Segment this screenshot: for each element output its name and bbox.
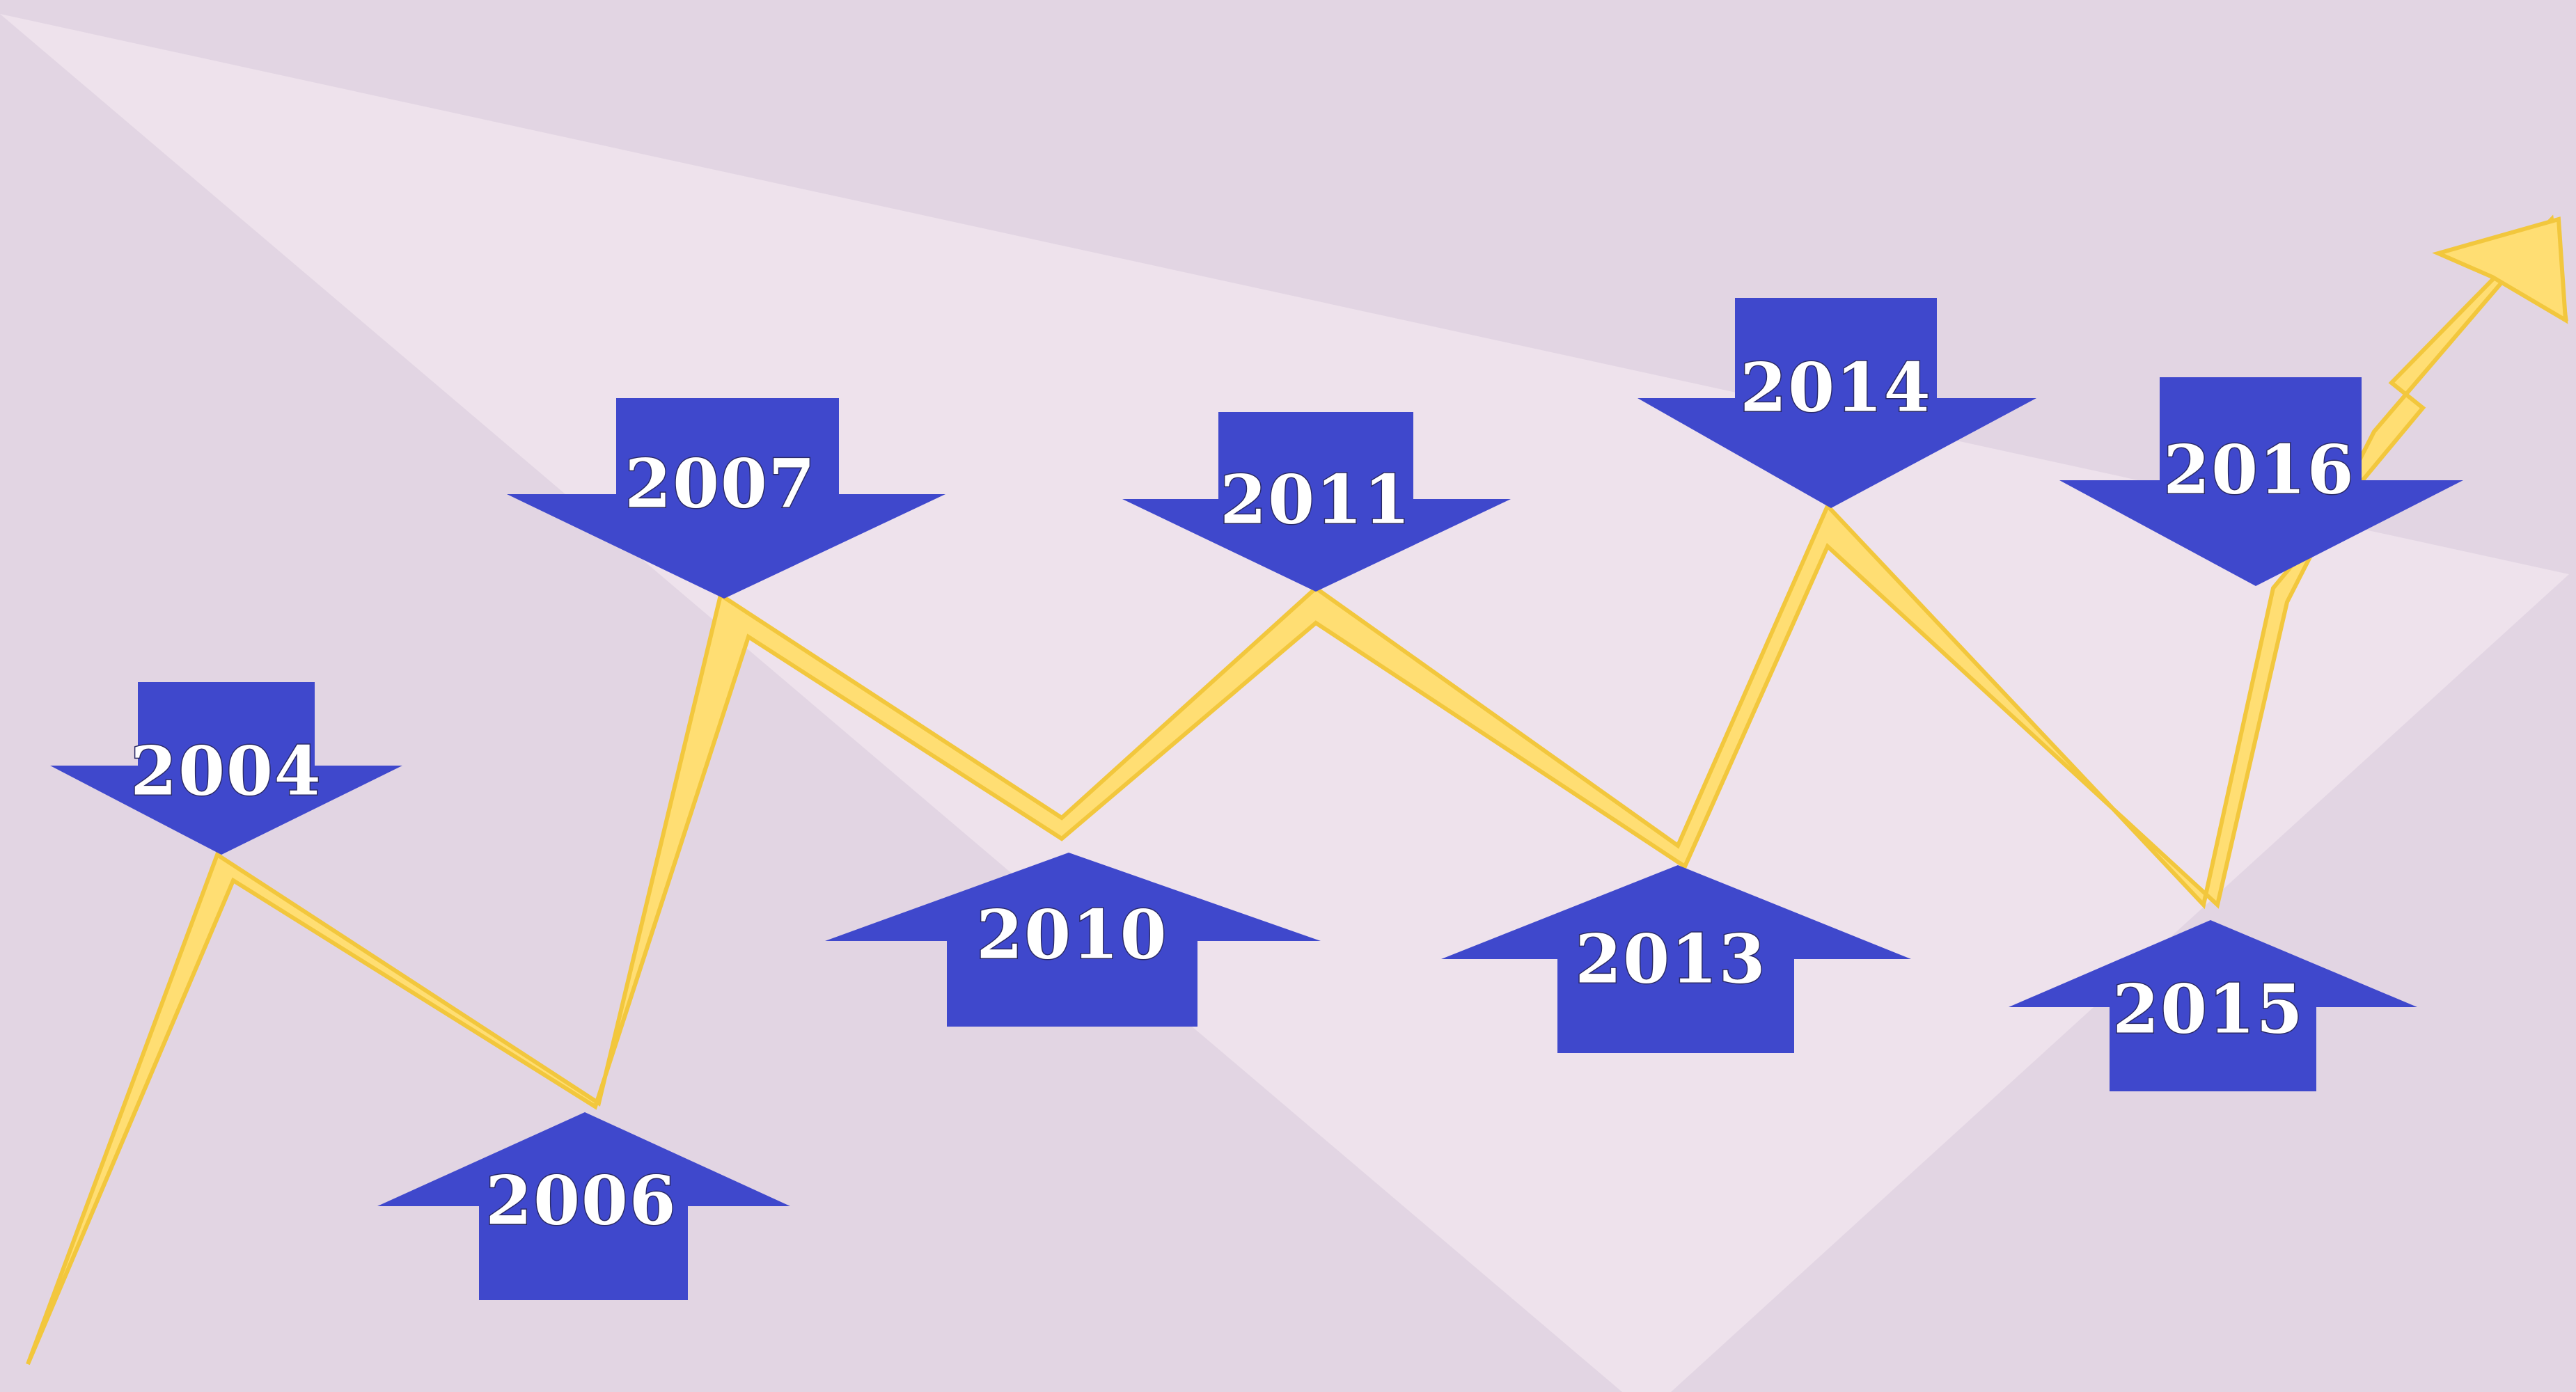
year-marker-2007: 2007 (507, 398, 945, 599)
year-marker-2016: 2016 (2059, 377, 2463, 586)
year-label: 2016 (2163, 431, 2355, 509)
year-label: 2006 (485, 1162, 677, 1240)
year-label: 2015 (2112, 970, 2304, 1049)
year-marker-2011: 2011 (1122, 412, 1511, 592)
year-label: 2011 (1220, 461, 1411, 539)
trend-arrowhead-icon (2432, 216, 2568, 324)
up-arrow-icon (1441, 865, 1911, 1053)
up-arrow-icon (2009, 920, 2417, 1091)
year-label: 2014 (1740, 349, 1931, 427)
down-arrow-icon (1638, 298, 2036, 508)
down-arrow-icon (2059, 377, 2463, 586)
year-label: 2013 (1575, 920, 1766, 999)
down-arrow-icon (1122, 412, 1511, 592)
trend-arrow (26, 214, 2568, 1366)
year-label: 2004 (130, 732, 322, 811)
down-arrow-icon (507, 398, 945, 599)
year-marker-2006: 2006 (377, 1112, 790, 1300)
up-arrow-icon (825, 853, 1321, 1027)
year-marker-2014: 2014 (1638, 298, 2036, 508)
spotlight-beam (0, 14, 2569, 1392)
year-markers: 2004 2006 2007 2010 2011 2013 2014 2015 (50, 298, 2463, 1300)
year-marker-2004: 2004 (50, 682, 402, 855)
year-label: 2007 (625, 445, 816, 523)
year-marker-2013: 2013 (1441, 865, 1911, 1053)
year-marker-2015: 2015 (2009, 920, 2417, 1091)
year-label: 2010 (976, 896, 1168, 974)
year-marker-2010: 2010 (825, 853, 1321, 1027)
down-arrow-icon (50, 682, 402, 855)
up-arrow-icon (377, 1112, 790, 1300)
